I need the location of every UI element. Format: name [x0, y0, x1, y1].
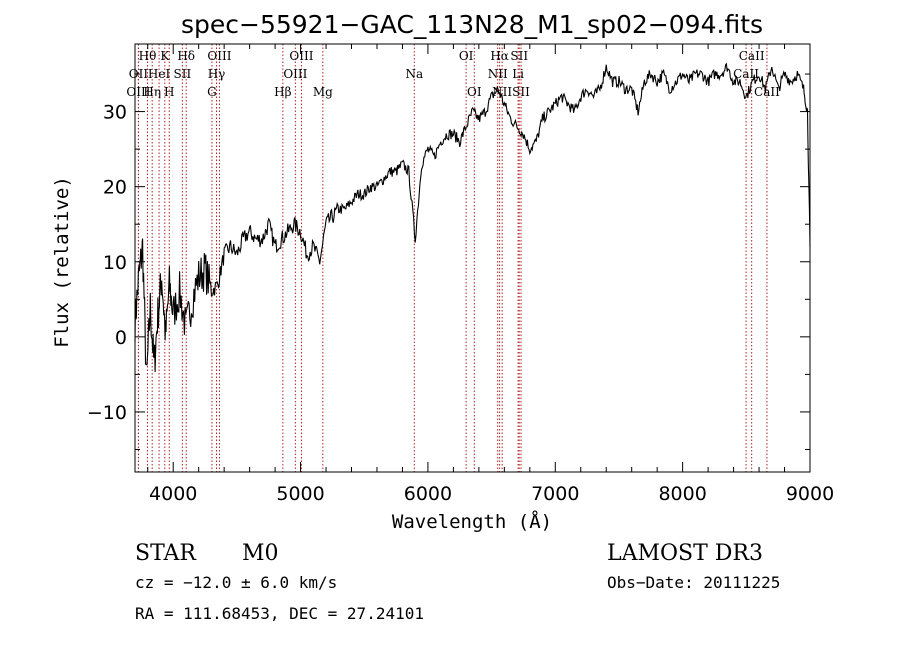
emission-line-label: Li — [512, 67, 524, 81]
emission-line-label: SII — [174, 67, 192, 81]
object-subclass: M0 — [242, 541, 279, 566]
emission-line-label: OIII — [289, 49, 313, 63]
x-axis-ticks: 4000 5000 6000 7000 8000 9000 — [147, 44, 834, 505]
x-tick-label: 5000 — [276, 483, 324, 505]
emission-line-label: Hβ — [274, 85, 291, 99]
survey-name: LAMOST DR3 — [607, 541, 763, 566]
coordinates-info: RA = 111.68453, DEC = 27.24101 — [135, 604, 424, 623]
emission-line-label: OIII — [126, 85, 150, 99]
x-tick-label: 9000 — [786, 483, 834, 505]
y-tick-label: 20 — [103, 177, 127, 199]
emission-line-label: OI — [459, 49, 474, 63]
emission-line-label: Hη — [143, 85, 161, 99]
y-axis-ticks: −10 0 10 20 30 — [87, 73, 810, 450]
plot-frame — [134, 43, 811, 473]
x-tick-label: 6000 — [404, 483, 452, 505]
emission-line-label: CaII — [754, 85, 780, 99]
x-tick-label: 7000 — [531, 483, 579, 505]
x-axis-label: Wavelength (Å) — [392, 510, 552, 533]
chart-title: spec−55921−GAC_113N28_M1_sp02−094.fits — [181, 10, 763, 39]
emission-line-label: Na — [405, 67, 423, 81]
emission-line-label: H — [164, 85, 174, 99]
emission-line-label: HeI — [148, 67, 171, 81]
y-tick-label: 10 — [103, 252, 127, 274]
emission-line-label: OI — [467, 85, 482, 99]
y-tick-label: 0 — [115, 327, 127, 349]
emission-line-label: OIII — [283, 67, 307, 81]
spectrum-line — [134, 62, 811, 373]
redshift-info: cz = −12.0 ± 6.0 km/s — [135, 573, 337, 592]
emission-line-label: Hδ — [177, 49, 195, 63]
y-tick-label: 30 — [103, 102, 127, 124]
x-tick-label: 4000 — [149, 483, 197, 505]
emission-line-label: Hθ — [139, 49, 157, 63]
emission-line-label: OIII — [207, 49, 231, 63]
emission-line-label: Mg — [313, 85, 333, 99]
emission-line-label: G — [207, 85, 217, 99]
emission-line-label: SII — [512, 85, 530, 99]
emission-line-label: Hγ — [208, 67, 226, 81]
emission-line-label: NII — [488, 67, 508, 81]
emission-line-label: Hα — [490, 49, 509, 63]
emission-line-label: CaII — [739, 49, 765, 63]
emission-line-label: K — [160, 49, 170, 63]
y-tick-label: −10 — [87, 402, 127, 424]
object-class: STAR — [135, 541, 197, 566]
y-axis-label: Flux (relative) — [51, 176, 73, 348]
x-tick-label: 8000 — [658, 483, 706, 505]
emission-line-markers — [137, 44, 768, 472]
emission-line-label: CaII — [733, 67, 759, 81]
emission-line-label: SII — [510, 49, 528, 63]
observation-date: Obs−Date: 20111225 — [607, 573, 780, 592]
